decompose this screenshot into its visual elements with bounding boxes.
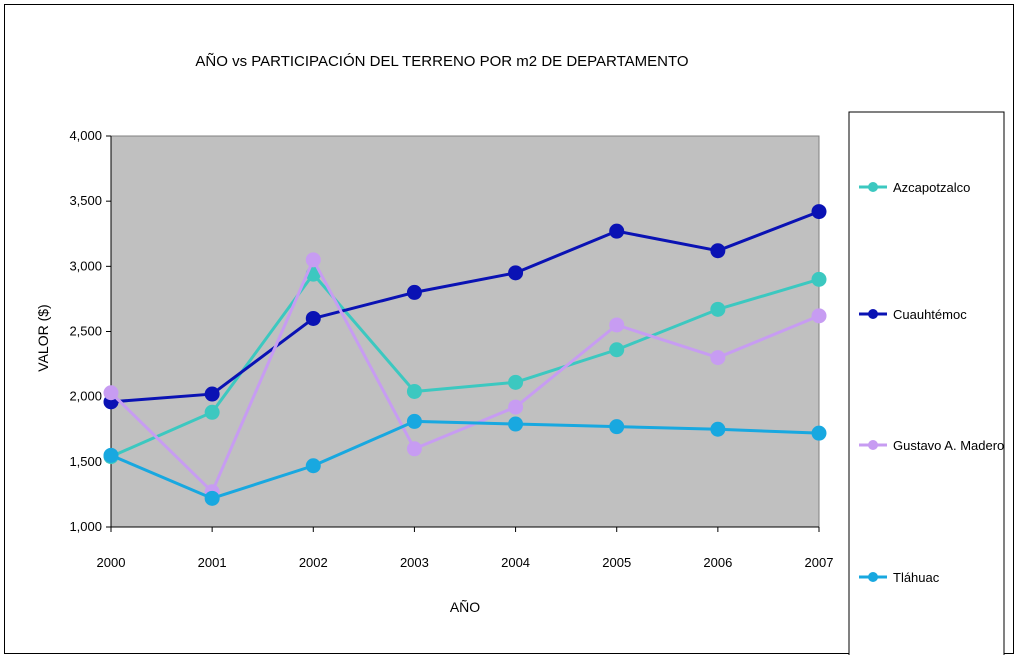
plot-area xyxy=(110,135,820,528)
data-point xyxy=(103,447,119,463)
y-axis-ticks: 1,000 1,500 2,000 2,500 3,000 3,500 4,000 xyxy=(69,128,111,534)
x-tick-label: 2003 xyxy=(400,555,429,570)
data-point xyxy=(710,301,726,317)
data-point xyxy=(609,223,625,239)
series-line xyxy=(110,272,820,458)
data-point xyxy=(305,252,321,268)
y-tick-label: 4,000 xyxy=(69,128,102,143)
y-tick-label: 2,000 xyxy=(69,389,102,404)
legend: Azcapotzalco Cuauhtémoc Gustavo A. Madero T… xyxy=(859,180,1004,585)
legend-label: Cuauhtémoc xyxy=(893,307,967,322)
data-point xyxy=(204,404,220,420)
data-point xyxy=(406,413,422,429)
x-axis-ticks: 2000 2001 2002 2003 2004 2005 2006 2007 xyxy=(97,527,834,570)
y-tick-label: 3,000 xyxy=(69,258,102,273)
data-point xyxy=(103,385,119,401)
data-point xyxy=(305,458,321,474)
data-point xyxy=(811,308,827,324)
data-point xyxy=(406,383,422,399)
series-layer xyxy=(103,204,827,506)
series-line xyxy=(110,419,820,500)
legend-item: Tláhuac xyxy=(859,570,940,585)
data-point xyxy=(406,284,422,300)
x-tick-label: 2000 xyxy=(97,555,126,570)
data-point xyxy=(710,350,726,366)
series-line xyxy=(109,258,820,494)
series-tl-huac xyxy=(103,413,827,506)
data-point xyxy=(710,421,726,437)
legend-swatch-marker xyxy=(868,309,878,319)
data-point xyxy=(508,374,524,390)
legend-item: Gustavo A. Madero xyxy=(859,438,1004,453)
y-tick-label: 1,500 xyxy=(69,454,102,469)
x-axis-title: AÑO xyxy=(450,599,480,615)
legend-label: Tláhuac xyxy=(893,570,940,585)
data-point xyxy=(305,310,321,326)
line-chart: AÑO vs PARTICIPACIÓN DEL TERRENO POR m2 … xyxy=(35,53,1005,655)
data-point xyxy=(508,416,524,432)
x-tick-label: 2005 xyxy=(602,555,631,570)
legend-item: Cuauhtémoc xyxy=(859,307,967,322)
data-point xyxy=(609,317,625,333)
legend-swatch-marker xyxy=(868,182,878,192)
legend-swatch-marker xyxy=(868,440,878,450)
y-tick-label: 1,000 xyxy=(69,519,102,534)
data-point xyxy=(204,490,220,506)
series-line xyxy=(110,210,820,404)
data-point xyxy=(508,399,524,415)
x-tick-label: 2006 xyxy=(703,555,732,570)
legend-item: Azcapotzalco xyxy=(859,180,970,195)
data-point xyxy=(710,243,726,259)
data-point xyxy=(609,342,625,358)
x-tick-label: 2007 xyxy=(805,555,834,570)
data-point xyxy=(204,386,220,402)
x-tick-label: 2001 xyxy=(198,555,227,570)
series-cuauht-moc xyxy=(103,204,827,410)
y-tick-label: 2,500 xyxy=(69,324,102,339)
data-point xyxy=(811,204,827,220)
legend-box xyxy=(848,111,1005,655)
y-tick-label: 3,500 xyxy=(69,193,102,208)
chart-title: AÑO vs PARTICIPACIÓN DEL TERRENO POR m2 … xyxy=(195,53,688,70)
x-tick-label: 2004 xyxy=(501,555,530,570)
legend-swatch-marker xyxy=(868,572,878,582)
data-point xyxy=(406,441,422,457)
data-point xyxy=(811,271,827,287)
y-axis-title: VALOR ($) xyxy=(35,304,51,371)
legend-label: Azcapotzalco xyxy=(893,180,970,195)
data-point xyxy=(811,425,827,441)
x-tick-label: 2002 xyxy=(299,555,328,570)
legend-label: Gustavo A. Madero xyxy=(893,438,1004,453)
data-point xyxy=(508,265,524,281)
data-point xyxy=(609,419,625,435)
chart-frame: AÑO vs PARTICIPACIÓN DEL TERRENO POR m2 … xyxy=(4,4,1014,655)
